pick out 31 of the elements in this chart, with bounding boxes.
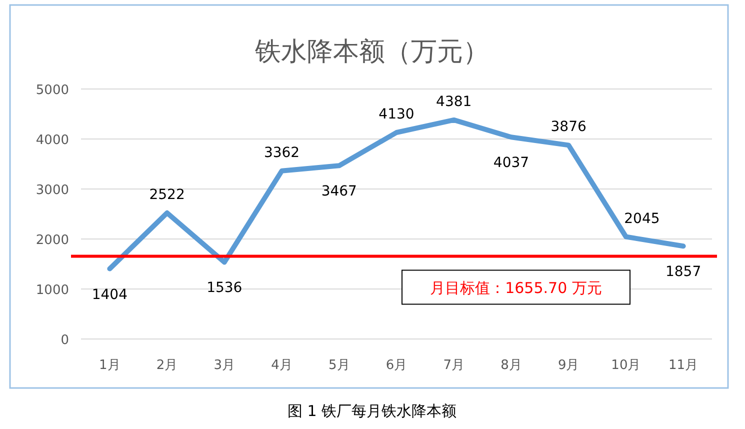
ytick: 0 (60, 333, 69, 348)
data-label: 3876 (550, 119, 586, 136)
ytick: 1000 (36, 283, 69, 298)
xtick: 3月 (214, 358, 236, 373)
xtick: 10月 (611, 358, 641, 373)
ref-label: 月目标值：1655.70 万元 (430, 279, 602, 298)
data-label: 1857 (666, 264, 702, 280)
ytick: 2000 (36, 233, 69, 248)
xtick: 9月 (558, 358, 580, 373)
data-label: 3467 (321, 184, 357, 200)
xtick: 1月 (99, 358, 120, 373)
data-label: 1404 (92, 286, 128, 303)
ytick: 5000 (36, 83, 69, 98)
xtick: 4月 (271, 358, 292, 373)
data-label: 2045 (624, 210, 660, 227)
title: 铁水降本额（万元） (255, 37, 489, 67)
xtick: 5月 (328, 358, 350, 373)
ytick: 4000 (36, 133, 69, 148)
xtick: 11月 (668, 358, 698, 373)
xtick: 7月 (443, 358, 464, 373)
data-label: 4381 (436, 94, 472, 110)
data-label: 1536 (206, 280, 242, 296)
data-label: 2522 (149, 186, 185, 203)
xtick: 2月 (156, 358, 178, 373)
data-label: 3362 (264, 144, 300, 161)
ytick: 3000 (36, 183, 69, 198)
annotation: 图 1 铁厂每月铁水降本额 (287, 402, 457, 420)
xtick: 8月 (500, 358, 522, 373)
xtick: 6月 (386, 358, 408, 373)
data-label: 4130 (378, 106, 414, 122)
data-label: 4037 (493, 155, 530, 172)
